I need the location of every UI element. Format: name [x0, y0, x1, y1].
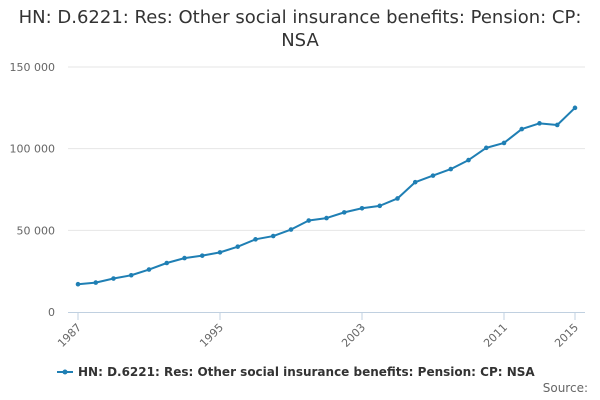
data-point[interactable]: [306, 218, 312, 223]
x-axis-labels: 1987 1995 2003 2011 2015: [55, 321, 581, 350]
x-tick-label: 2011: [481, 321, 510, 350]
chart-title: HN: D.6221: Res: Other social insurance …: [18, 7, 582, 51]
x-tick-label: 2015: [552, 321, 581, 350]
data-point[interactable]: [359, 205, 365, 211]
data-point[interactable]: [519, 126, 525, 132]
data-point[interactable]: [448, 166, 454, 172]
grid-lines: [68, 66, 585, 231]
data-point[interactable]: [111, 276, 116, 281]
x-tick-label: 1995: [197, 321, 226, 350]
data-point[interactable]: [430, 173, 436, 178]
legend-label: HN: D.6221: Res: Other social insurance …: [78, 365, 535, 379]
data-point[interactable]: [199, 253, 205, 258]
data-point[interactable]: [164, 260, 170, 266]
data-point[interactable]: [288, 227, 294, 232]
data-point[interactable]: [554, 122, 560, 128]
data-point[interactable]: [501, 140, 507, 146]
y-tick-label: 100 000: [10, 143, 56, 156]
data-point[interactable]: [341, 210, 347, 215]
data-point[interactable]: [412, 179, 418, 185]
data-point[interactable]: [572, 105, 578, 111]
data-point[interactable]: [182, 255, 187, 261]
data-point[interactable]: [128, 272, 134, 278]
legend-item[interactable]: HN: D.6221: Res: Other social insurance …: [57, 365, 535, 379]
data-point[interactable]: [146, 267, 152, 272]
data-point[interactable]: [483, 145, 489, 151]
data-point[interactable]: [537, 121, 542, 126]
x-tick-label: 2003: [339, 321, 368, 350]
legend-line-icon: [57, 369, 73, 375]
series-line: [77, 107, 576, 286]
data-point[interactable]: [395, 196, 400, 201]
source-label: Source:: [542, 381, 588, 395]
y-tick-label: 50 000: [17, 224, 56, 237]
data-point[interactable]: [466, 157, 471, 163]
data-point[interactable]: [93, 280, 99, 285]
series-group: [75, 105, 578, 287]
data-point[interactable]: [270, 233, 276, 239]
x-tick-label: 1987: [55, 321, 84, 350]
data-point[interactable]: [377, 203, 383, 209]
y-axis-labels: 0 50 000 100 000 150 000: [10, 61, 56, 319]
data-point[interactable]: [235, 244, 241, 249]
data-point[interactable]: [324, 215, 329, 221]
data-point[interactable]: [217, 250, 223, 255]
y-tick-label: 0: [48, 306, 55, 319]
data-point[interactable]: [253, 237, 258, 242]
x-axis: [68, 312, 585, 320]
data-point[interactable]: [75, 281, 81, 287]
y-tick-label: 150 000: [10, 61, 56, 74]
